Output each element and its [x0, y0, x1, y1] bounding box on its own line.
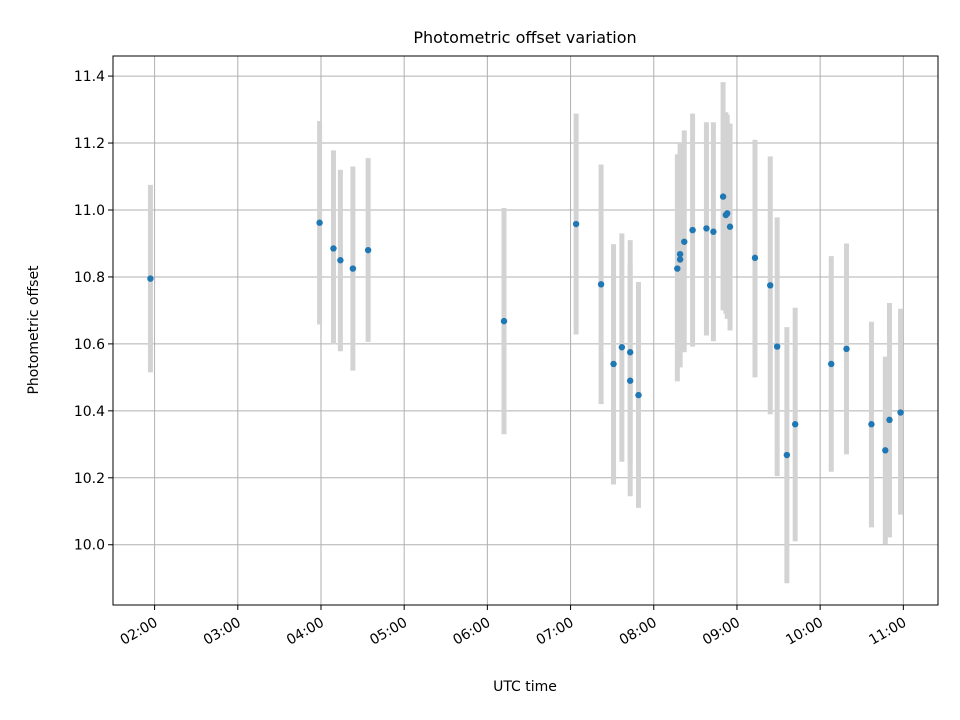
data-point [676, 256, 684, 263]
data-point [674, 265, 681, 272]
data-point [724, 210, 731, 217]
y-tick-label: 10.2 [74, 471, 105, 487]
y-tick-label: 10.6 [74, 337, 105, 353]
data-point [719, 193, 727, 200]
data-point [349, 265, 357, 272]
data-point [773, 343, 781, 350]
data-point [703, 225, 710, 232]
y-axis-label: Photometric offset [26, 265, 42, 395]
y-tick-label: 11.4 [74, 69, 105, 85]
data-point [791, 421, 799, 428]
data-point [783, 451, 791, 459]
data-point [626, 377, 634, 384]
y-tick-label: 11.2 [74, 136, 105, 152]
data-point [726, 223, 734, 230]
data-point [828, 360, 835, 368]
data-point [751, 254, 759, 262]
data-point [882, 447, 889, 454]
y-tick-label: 11.0 [74, 203, 105, 219]
x-axis-label: UTC time [493, 679, 557, 695]
data-point [868, 421, 875, 428]
data-point [147, 275, 154, 282]
data-point [337, 257, 344, 264]
data-point [626, 349, 634, 356]
data-point [316, 219, 323, 226]
data-point [618, 344, 626, 351]
data-point [635, 391, 642, 399]
data-point [681, 238, 688, 245]
chart-title: Photometric offset variation [413, 28, 636, 47]
y-tick-label: 10.8 [74, 270, 105, 286]
data-point [710, 228, 717, 235]
data-points [147, 193, 904, 459]
data-point [676, 250, 684, 258]
data-point [330, 245, 337, 252]
data-point [597, 281, 605, 288]
y-tick-label: 10.4 [74, 404, 105, 420]
data-point [886, 416, 893, 424]
data-point [767, 282, 774, 289]
y-tick-label: 10.0 [74, 538, 105, 554]
data-point [364, 246, 372, 254]
data-point [572, 220, 580, 228]
data-point [689, 226, 696, 234]
data-point [897, 409, 904, 416]
data-point [610, 360, 617, 368]
grid [113, 56, 938, 605]
y-axis: 10.0 10.2 10.4 10.6 10.8 11.0 11.2 11.4 [74, 69, 113, 554]
data-point [843, 345, 850, 353]
plot-frame [112, 55, 939, 606]
data-point [500, 317, 508, 325]
